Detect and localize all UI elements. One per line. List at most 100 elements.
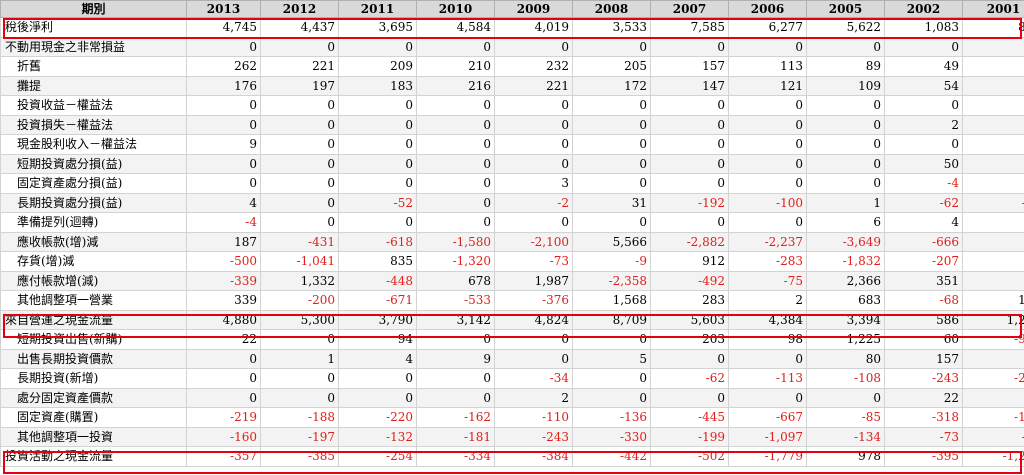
year-header: 2001 — [962, 0, 1024, 18]
table-cell: 33 — [962, 75, 1024, 96]
table-cell: -134 — [806, 426, 885, 447]
table-cell: -75 — [728, 270, 807, 291]
table-row: 攤提1761971832162211721471211095433 — [0, 75, 1024, 96]
table-cell: -385 — [260, 446, 339, 467]
table-cell: -136 — [572, 407, 651, 428]
table-cell: -108 — [806, 368, 885, 389]
table-row: 應付帳款增(減) -339 1,332 -448 678 1,987 -2,358 -492-… — [0, 270, 1024, 291]
table-cell: -500 — [186, 251, 261, 272]
table-cell: 0 — [494, 153, 573, 174]
table-cell: -618 — [338, 231, 417, 252]
table-cell: 0 — [260, 153, 339, 174]
table-cell: 0 — [806, 134, 885, 155]
table-cell: -2,358 — [572, 270, 651, 291]
table-cell: 0 — [416, 173, 495, 194]
table-cell: 3 — [494, 173, 573, 194]
table-cell: 2 — [494, 387, 573, 408]
table-cell: 113 — [728, 56, 807, 77]
table-cell: 5 — [572, 348, 651, 369]
table-cell: 283 — [650, 290, 729, 311]
table-cell: -2,100 — [494, 231, 573, 252]
table-row: 應收帳款(增)減 187 -431 -618 -1,580 -2,100 5,566 -2,8… — [0, 231, 1024, 252]
table-cell: 0 — [962, 134, 1024, 155]
table-cell: 0 — [338, 212, 417, 233]
table-cell: 176 — [186, 75, 261, 96]
table-cell: 0 — [260, 212, 339, 233]
row-label: 存貨(增)減 — [0, 251, 187, 272]
table-cell: -666 — [884, 231, 963, 252]
table-cell: -73 — [494, 251, 573, 272]
table-cell: 187 — [186, 231, 261, 252]
table-cell: 0 — [650, 173, 729, 194]
table-cell: 5,566 — [572, 231, 651, 252]
table-cell: 209 — [338, 56, 417, 77]
table-cell: 0 — [806, 387, 885, 408]
table-cell: -431 — [260, 231, 339, 252]
table-cell: -395 — [884, 446, 963, 467]
table-cell: 3,142 — [416, 309, 495, 330]
row-label: 長期投資(新增) — [0, 368, 187, 389]
table-row: 準備提列(迴轉)-40000000644 — [0, 212, 1024, 233]
table-cell: 0 — [416, 153, 495, 174]
table-cell: 9 — [416, 348, 495, 369]
table-cell: -339 — [186, 270, 261, 291]
table-cell: 978 — [806, 446, 885, 467]
table-cell: 1 — [260, 348, 339, 369]
table-cell: 109 — [806, 75, 885, 96]
row-label: 攤提 — [0, 75, 187, 96]
table-cell: 0 — [416, 114, 495, 135]
table-cell: 71 — [962, 348, 1024, 369]
table-cell: -110 — [494, 407, 573, 428]
table-cell: 97 — [962, 251, 1024, 272]
table-cell: 0 — [728, 36, 807, 57]
table-cell: 50 — [884, 153, 963, 174]
table-cell: 1 — [806, 192, 885, 213]
table-cell: 6,277 — [728, 17, 807, 38]
table-row: 不動用現金之非常損益00000000000 — [0, 36, 1024, 57]
table-cell: 1,083 — [884, 17, 963, 38]
table-cell: 0 — [884, 36, 963, 57]
table-cell: -254 — [338, 446, 417, 467]
table-cell: -199 — [650, 426, 729, 447]
table-cell: -243 — [884, 368, 963, 389]
year-header: 2005 — [806, 0, 885, 18]
table-cell: -220 — [338, 407, 417, 428]
table-cell: -357 — [186, 446, 261, 467]
table-cell: 49 — [884, 56, 963, 77]
table-cell: -334 — [416, 446, 495, 467]
table-cell: 61 — [962, 56, 1024, 77]
table-cell: -671 — [338, 290, 417, 311]
table-cell: -445 — [650, 407, 729, 428]
table-cell: -62 — [884, 192, 963, 213]
table-cell: -2,882 — [650, 231, 729, 252]
table-cell: -318 — [884, 407, 963, 428]
table-cell: 0 — [962, 173, 1024, 194]
table-cell: 0 — [186, 114, 261, 135]
table-cell: 147 — [650, 75, 729, 96]
table-cell: 0 — [494, 212, 573, 233]
table-cell: 0 — [416, 329, 495, 350]
table-cell: 1,987 — [494, 270, 573, 291]
table-cell: 351 — [884, 270, 963, 291]
table-cell: 0 — [338, 387, 417, 408]
table-cell: 4 — [962, 212, 1024, 233]
table-cell: 216 — [416, 75, 495, 96]
table-cell: 0 — [572, 212, 651, 233]
table-cell: 121 — [728, 75, 807, 96]
table-cell: -52 — [962, 426, 1024, 447]
table-cell: 0 — [650, 36, 729, 57]
table-cell: -492 — [650, 270, 729, 291]
table-cell: 0 — [728, 95, 807, 116]
table-cell: -1 — [962, 95, 1024, 116]
table-cell: 210 — [416, 56, 495, 77]
table-cell: -1,580 — [416, 231, 495, 252]
table-cell: 0 — [806, 36, 885, 57]
table-row: 固定資產(購置) -219 -188 -220 -162 -110 -136 -445 -667… — [0, 407, 1024, 428]
table-cell: -181 — [416, 426, 495, 447]
table-cell: 262 — [186, 56, 261, 77]
period-header: 期別 — [0, 0, 187, 18]
table-cell: -667 — [728, 407, 807, 428]
table-cell: -283 — [728, 251, 807, 272]
